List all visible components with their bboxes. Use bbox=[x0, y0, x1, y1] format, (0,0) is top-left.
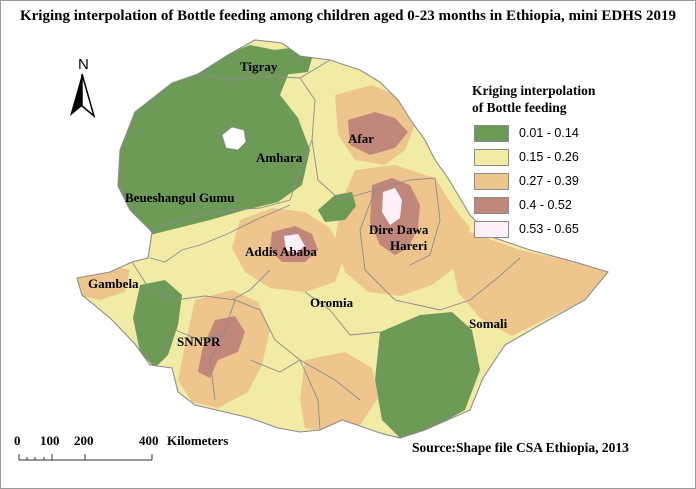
country-outline bbox=[76, 39, 609, 439]
legend-swatch bbox=[474, 221, 509, 238]
map-title: Kriging interpolation of Bottle feeding … bbox=[19, 8, 677, 24]
legend-label: 0.27 - 0.39 bbox=[519, 174, 579, 188]
scale-tick-0: 0 bbox=[14, 433, 21, 448]
scale-bar bbox=[18, 454, 153, 461]
zone-southcentral-moderate bbox=[300, 352, 378, 432]
zone-center-strip-low bbox=[318, 192, 356, 222]
legend-swatch bbox=[474, 125, 509, 142]
zone-snnpr-high bbox=[198, 316, 245, 378]
north-arrow-icon bbox=[70, 73, 96, 119]
legend-title: Kriging interpolation of Bottle feeding bbox=[472, 82, 672, 116]
legend-label: 0.4 - 0.52 bbox=[519, 198, 572, 212]
region-label-amhara: Amhara bbox=[256, 150, 303, 165]
scale-tick-100: 100 bbox=[40, 433, 60, 448]
region-label-dire-dawa: Dire Dawa bbox=[369, 222, 429, 237]
zone-south-low bbox=[375, 312, 480, 438]
zone-dire-dawa-highest bbox=[382, 188, 402, 225]
region-label-snnpr: SNNPR bbox=[177, 334, 221, 349]
legend-swatch bbox=[474, 149, 509, 166]
region-label-afar: Afar bbox=[348, 131, 374, 146]
north-arrow-label: N bbox=[78, 56, 89, 73]
legend-swatch bbox=[474, 173, 509, 190]
zone-afar-high bbox=[348, 112, 408, 155]
legend-label: 0.53 - 0.65 bbox=[519, 222, 579, 236]
region-label-hareri: Hareri bbox=[390, 238, 428, 253]
legend-label: 0.15 - 0.26 bbox=[519, 150, 579, 164]
scale-tick-400: 400 bbox=[139, 433, 159, 448]
region-label-addis-ababa: Addis Ababa bbox=[245, 244, 317, 259]
region-label-somali: Somali bbox=[469, 316, 508, 331]
source-note: Source:Shape file CSA Ethiopia, 2013 bbox=[412, 440, 629, 455]
region-label-gambela: Gambela bbox=[88, 276, 139, 291]
regional-boundaries bbox=[131, 59, 521, 431]
scale-tick-200: 200 bbox=[74, 433, 94, 448]
region-label-beueshangul-gumu: Beueshangul Gumu bbox=[125, 190, 234, 205]
legend-label: 0.01 - 0.14 bbox=[519, 126, 579, 140]
legend-swatch bbox=[474, 197, 509, 214]
region-label-tigray: Tigray bbox=[240, 59, 278, 74]
zone-southeast-moderate bbox=[452, 232, 608, 336]
zone-southwest-low bbox=[133, 280, 182, 368]
scale-unit: Kilometers bbox=[167, 433, 229, 448]
lake-tana bbox=[221, 126, 247, 151]
legend-title-line1: Kriging interpolation bbox=[472, 83, 596, 98]
legend-title-line2: of Bottle feeding bbox=[472, 100, 567, 115]
zone-addis-highest bbox=[284, 234, 305, 253]
region-label-oromia: Oromia bbox=[310, 295, 354, 310]
